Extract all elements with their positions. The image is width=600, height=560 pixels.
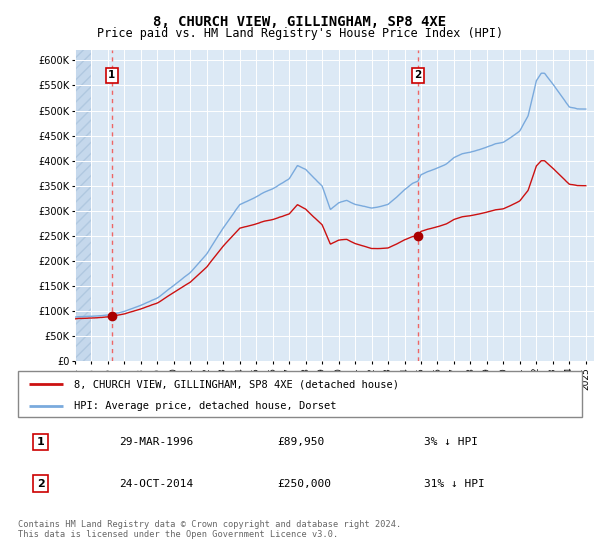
FancyBboxPatch shape (18, 371, 582, 417)
Text: HPI: Average price, detached house, Dorset: HPI: Average price, detached house, Dors… (74, 401, 337, 410)
Text: 1: 1 (108, 71, 115, 81)
Text: £89,950: £89,950 (277, 437, 325, 447)
Text: 1: 1 (37, 437, 44, 447)
Text: 8, CHURCH VIEW, GILLINGHAM, SP8 4XE: 8, CHURCH VIEW, GILLINGHAM, SP8 4XE (154, 15, 446, 29)
Text: 8, CHURCH VIEW, GILLINGHAM, SP8 4XE (detached house): 8, CHURCH VIEW, GILLINGHAM, SP8 4XE (det… (74, 379, 400, 389)
Bar (75, 50, 91, 361)
Text: Price paid vs. HM Land Registry's House Price Index (HPI): Price paid vs. HM Land Registry's House … (97, 27, 503, 40)
Text: £250,000: £250,000 (277, 479, 331, 488)
Text: 2: 2 (37, 479, 44, 488)
Text: 24-OCT-2014: 24-OCT-2014 (119, 479, 194, 488)
Text: 31% ↓ HPI: 31% ↓ HPI (424, 479, 485, 488)
Text: 3% ↓ HPI: 3% ↓ HPI (424, 437, 478, 447)
Text: 29-MAR-1996: 29-MAR-1996 (119, 437, 194, 447)
Text: 2: 2 (414, 71, 421, 81)
Text: Contains HM Land Registry data © Crown copyright and database right 2024.
This d: Contains HM Land Registry data © Crown c… (18, 520, 401, 539)
